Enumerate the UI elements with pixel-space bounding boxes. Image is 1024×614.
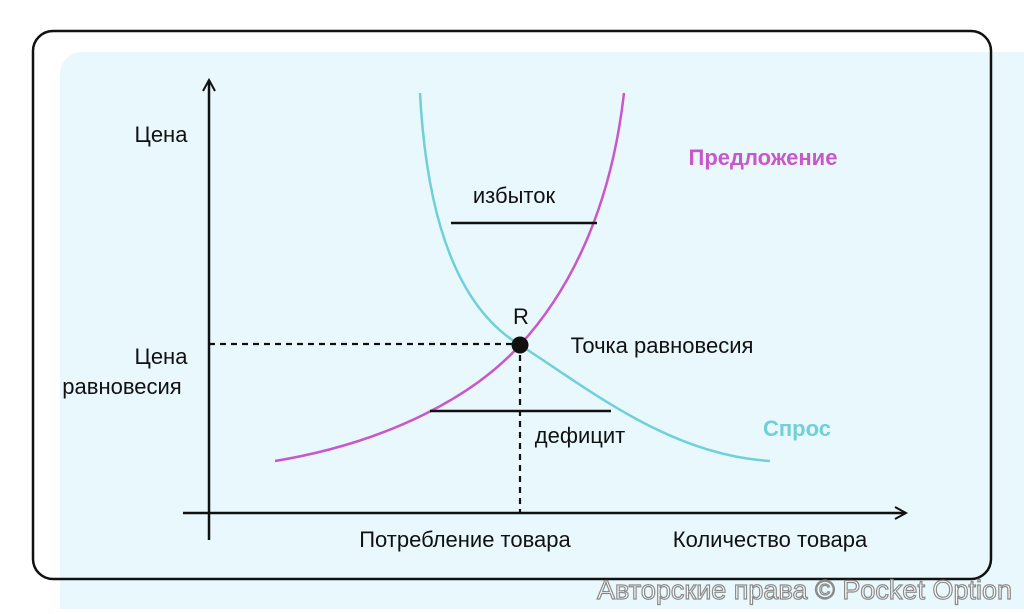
demand-label: Спрос xyxy=(763,416,831,441)
deficit-label: дефицит xyxy=(535,423,625,448)
supply-label: Предложение xyxy=(689,145,838,170)
watermark: Авторские права © Pocket Option xyxy=(597,575,1012,605)
frame xyxy=(31,29,993,581)
equilibrium-price-label: Цена xyxy=(135,344,189,369)
equilibrium-dot xyxy=(511,336,529,354)
consumption-label: Потребление товара xyxy=(359,527,571,552)
y-axis-label: Цена xyxy=(135,122,189,147)
equilibrium-point-label: Точка равновесия xyxy=(571,333,754,358)
surplus-label: избыток xyxy=(473,183,556,208)
background-panel xyxy=(60,52,1024,614)
point-label: R xyxy=(513,304,529,329)
equilibrium-price-label: равновесия xyxy=(62,374,181,399)
x-axis-label: Количество товара xyxy=(673,527,868,552)
